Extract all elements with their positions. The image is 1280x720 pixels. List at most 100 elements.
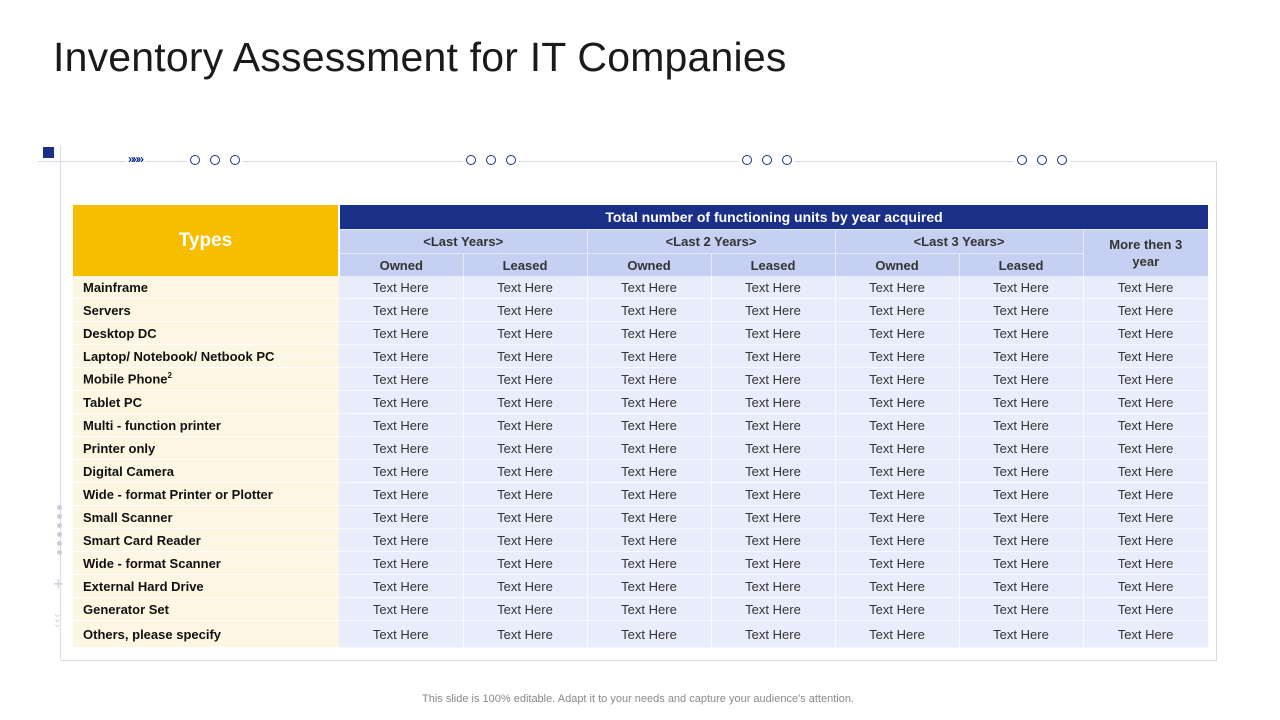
table-cell: Text Here [339,620,464,648]
circle-dot-icon [1037,155,1047,165]
owned-header: Owned [587,253,712,276]
square-marker-icon [43,147,54,158]
table-cell: Text Here [1083,505,1209,529]
table-cell: Text Here [835,459,960,483]
circle-dot-icon [762,155,772,165]
table-cell: Text Here [959,551,1084,575]
row-type-text: Small Scanner [83,509,173,525]
table-cell: Text Here [711,298,836,322]
table-cell: Text Here [463,436,588,460]
table-cell: Text Here [1083,367,1209,391]
circle-dot-icon [210,155,220,165]
table-cell: Text Here [463,620,588,648]
table-cell: Text Here [587,367,712,391]
table-cell: Text Here [463,321,588,345]
circle-dot-icon [466,155,476,165]
table-cell: Text Here [711,528,836,552]
table-cell: Text Here [1083,390,1209,414]
table-cell: Text Here [835,321,960,345]
table-cell: Text Here [711,574,836,598]
types-header: Types [73,205,340,276]
units-header: Total number of functioning units by yea… [339,205,1209,230]
table-row: Smart Card Reader Text Here Text Here Text … [73,528,1209,552]
table-cell: Text Here [339,367,464,391]
row-type-label: Printer only [73,436,339,460]
table-cell: Text Here [959,436,1084,460]
table-row: Wide - format Scanner Text Here Text Here T… [73,551,1209,575]
table-cell: Text Here [835,436,960,460]
table-cell: Text Here [835,505,960,529]
table-cell: Text Here [587,459,712,483]
owned-header: Owned [835,253,960,276]
more-years-label: More then 3 year [1109,237,1183,269]
table-row: Mainframe Text Here Text Here Text Here Text… [73,276,1209,299]
table-cell: Text Here [463,482,588,506]
table-cell: Text Here [959,620,1084,648]
table-cell: Text Here [339,597,464,621]
row-type-label: Small Scanner [73,505,339,529]
table-cell: Text Here [1083,597,1209,621]
circle-dot-icon [782,155,792,165]
circle-dots-group [463,155,519,165]
table-cell: Text Here [463,344,588,368]
inventory-table: Types Total number of functioning units … [73,205,1209,648]
table-cell: Text Here [835,482,960,506]
table-cell: Text Here [835,620,960,648]
row-type-text: Digital Camera [83,463,175,479]
row-type-label: External Hard Drive [73,574,339,598]
row-type-label: Others, please specify [73,620,339,648]
table-cell: Text Here [463,276,588,299]
circle-dot-icon [742,155,752,165]
row-type-text: Generator Set [83,601,169,617]
table-cell: Text Here [1083,528,1209,552]
table-cell: Text Here [1083,344,1209,368]
content-frame [60,161,1217,661]
table-cell: Text Here [587,574,712,598]
row-type-label: Wide - format Scanner [73,551,339,575]
page-title: Inventory Assessment for IT Companies [53,34,787,80]
row-type-text: Servers [83,302,131,318]
period-header: <Last 2 Years> [587,229,836,254]
table-cell: Text Here [1083,436,1209,460]
circle-dot-icon [230,155,240,165]
table-cell: Text Here [339,390,464,414]
table-cell: Text Here [959,321,1084,345]
frame-divider [60,146,61,659]
table-cell: Text Here [587,597,712,621]
table-cell: Text Here [463,367,588,391]
table-cell: Text Here [959,459,1084,483]
table-cell: Text Here [463,390,588,414]
table-cell: Text Here [339,276,464,299]
table-cell: Text Here [587,390,712,414]
table-row: Printer only Text Here Text Here Text Here T… [73,436,1209,460]
table-cell: Text Here [587,482,712,506]
table-cell: Text Here [339,413,464,437]
table-cell: Text Here [959,505,1084,529]
table-cell: Text Here [1083,459,1209,483]
table-cell: Text Here [711,276,836,299]
row-type-label: Tablet PC [73,390,339,414]
table-cell: Text Here [587,276,712,299]
row-type-text: Printer only [83,440,156,456]
table-cell: Text Here [463,505,588,529]
footnote-marker: 2 [167,371,172,381]
row-type-text: Others, please specify [83,626,222,642]
table-cell: Text Here [711,482,836,506]
table-cell: Text Here [463,459,588,483]
table-cell: Text Here [711,413,836,437]
table-cell: Text Here [587,620,712,648]
table-row: Mobile Phone2 Text Here Text Here Text Here… [73,367,1209,391]
table-cell: Text Here [711,321,836,345]
table-cell: Text Here [959,390,1084,414]
table-row: Desktop DC Text Here Text Here Text Here Tex… [73,321,1209,345]
table-cell: Text Here [959,528,1084,552]
row-type-text: External Hard Drive [83,578,204,594]
table-cell: Text Here [339,528,464,552]
table-cell: Text Here [463,551,588,575]
table-cell: Text Here [711,505,836,529]
table-cell: Text Here [835,574,960,598]
row-type-label: Mobile Phone2 [73,367,339,391]
table-cell: Text Here [339,298,464,322]
table-cell: Text Here [463,597,588,621]
table-cell: Text Here [959,482,1084,506]
